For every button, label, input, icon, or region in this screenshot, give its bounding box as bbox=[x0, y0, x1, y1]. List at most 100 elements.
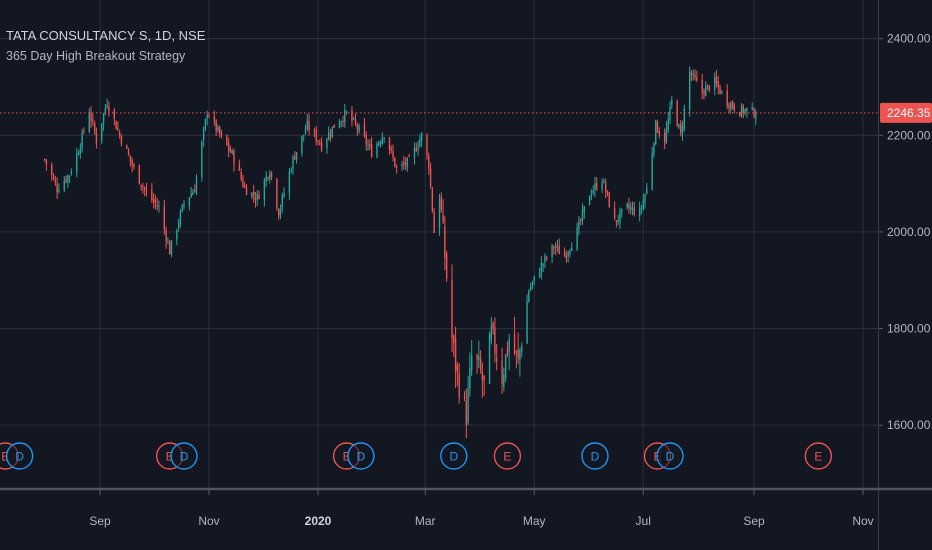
candle-body[interactable] bbox=[506, 349, 509, 354]
candle-body[interactable] bbox=[229, 148, 232, 153]
candle-body[interactable] bbox=[303, 134, 305, 136]
candle-body[interactable] bbox=[531, 281, 534, 285]
candle-body[interactable] bbox=[183, 203, 185, 206]
candle-body[interactable] bbox=[671, 99, 673, 106]
dividend-marker[interactable] bbox=[5, 442, 34, 470]
candle-body[interactable] bbox=[426, 134, 428, 156]
candle-body[interactable] bbox=[101, 123, 103, 142]
candle-body[interactable] bbox=[68, 175, 71, 177]
candle-body[interactable] bbox=[304, 130, 307, 134]
candle-body[interactable] bbox=[83, 130, 85, 132]
candle-body[interactable] bbox=[755, 112, 757, 118]
candle-body[interactable] bbox=[526, 301, 528, 344]
candle-body[interactable] bbox=[680, 123, 682, 133]
candle-body[interactable] bbox=[428, 156, 430, 169]
dividend-marker[interactable] bbox=[347, 442, 375, 470]
candle-body[interactable] bbox=[167, 242, 169, 244]
candle-body[interactable] bbox=[688, 71, 691, 110]
candle-body[interactable] bbox=[594, 183, 596, 190]
candle-body[interactable] bbox=[470, 355, 473, 371]
candle-body[interactable] bbox=[445, 253, 448, 279]
candle-body[interactable] bbox=[145, 189, 148, 192]
candle-body[interactable] bbox=[215, 120, 217, 131]
candle-body[interactable] bbox=[558, 245, 560, 255]
candle-body[interactable] bbox=[369, 144, 371, 146]
candle-body[interactable] bbox=[578, 221, 580, 229]
candle-body[interactable] bbox=[440, 196, 442, 211]
candle-body[interactable] bbox=[395, 165, 398, 168]
candle-body[interactable] bbox=[613, 208, 616, 219]
candle-body[interactable] bbox=[370, 144, 373, 158]
candle-body[interactable] bbox=[503, 374, 505, 387]
candle-body[interactable] bbox=[538, 273, 541, 278]
strategy-name[interactable]: 365 Day High Breakout Strategy bbox=[6, 49, 186, 63]
candle-body[interactable] bbox=[619, 211, 621, 223]
candle-body[interactable] bbox=[669, 106, 671, 120]
candle-body[interactable] bbox=[177, 223, 180, 229]
dividend-marker[interactable] bbox=[581, 442, 609, 470]
candle-body[interactable] bbox=[481, 371, 484, 381]
candle-body[interactable] bbox=[733, 105, 736, 111]
candle-body[interactable] bbox=[292, 156, 294, 170]
candle-body[interactable] bbox=[256, 194, 258, 200]
candle-body[interactable] bbox=[692, 73, 694, 75]
candle-body[interactable] bbox=[667, 119, 669, 130]
candle-body[interactable] bbox=[108, 106, 110, 112]
candle-body[interactable] bbox=[120, 135, 123, 145]
candle-body[interactable] bbox=[143, 187, 146, 190]
candle-body[interactable] bbox=[238, 163, 241, 171]
candle-body[interactable] bbox=[88, 113, 90, 133]
candle-body[interactable] bbox=[194, 190, 196, 193]
candle-body[interactable] bbox=[478, 355, 480, 361]
candle-body[interactable] bbox=[345, 111, 348, 113]
candle-body[interactable] bbox=[204, 118, 207, 130]
candle-body[interactable] bbox=[751, 106, 753, 110]
candle-body[interactable] bbox=[367, 145, 369, 147]
candle-body[interactable] bbox=[152, 199, 155, 202]
candle-body[interactable] bbox=[504, 354, 507, 379]
candle-body[interactable] bbox=[453, 335, 455, 344]
candle-body[interactable] bbox=[515, 351, 518, 353]
candle-body[interactable] bbox=[233, 151, 235, 165]
candle-body[interactable] bbox=[678, 124, 680, 128]
candle-body[interactable] bbox=[563, 252, 566, 257]
candle-body[interactable] bbox=[306, 120, 308, 130]
candle-body[interactable] bbox=[417, 146, 419, 150]
candle-body[interactable] bbox=[683, 108, 686, 129]
earnings-marker[interactable] bbox=[493, 442, 522, 470]
candle-body[interactable] bbox=[742, 106, 744, 114]
candle-body[interactable] bbox=[565, 256, 568, 258]
candle-body[interactable] bbox=[158, 206, 160, 208]
candle-body[interactable] bbox=[217, 126, 219, 131]
candle-body[interactable] bbox=[731, 101, 734, 108]
candle-body[interactable] bbox=[129, 155, 132, 161]
candle-body[interactable] bbox=[245, 187, 248, 196]
candle-body[interactable] bbox=[127, 150, 130, 156]
candle-body[interactable] bbox=[546, 257, 548, 259]
candle-body[interactable] bbox=[331, 126, 333, 138]
candle-body[interactable] bbox=[342, 121, 344, 123]
candle-body[interactable] bbox=[244, 185, 246, 188]
candle-body[interactable] bbox=[529, 286, 532, 291]
candle-body[interactable] bbox=[333, 124, 335, 128]
candle-body[interactable] bbox=[513, 333, 516, 354]
candle-body[interactable] bbox=[188, 197, 191, 206]
candle-body[interactable] bbox=[617, 220, 619, 222]
candle-body[interactable] bbox=[265, 176, 267, 182]
candle-body[interactable] bbox=[154, 199, 157, 204]
candle-body[interactable] bbox=[276, 179, 278, 209]
candle-body[interactable] bbox=[378, 142, 380, 146]
candle-body[interactable] bbox=[90, 112, 92, 121]
candle-body[interactable] bbox=[551, 245, 553, 258]
candle-body[interactable] bbox=[633, 207, 635, 215]
candle-body[interactable] bbox=[429, 168, 432, 187]
candle-body[interactable] bbox=[467, 388, 469, 423]
candle-body[interactable] bbox=[70, 171, 73, 174]
candle-body[interactable] bbox=[458, 373, 460, 398]
candle-body[interactable] bbox=[528, 290, 530, 302]
candle-body[interactable] bbox=[492, 322, 494, 329]
candle-body[interactable] bbox=[521, 345, 523, 352]
candle-body[interactable] bbox=[338, 123, 341, 128]
